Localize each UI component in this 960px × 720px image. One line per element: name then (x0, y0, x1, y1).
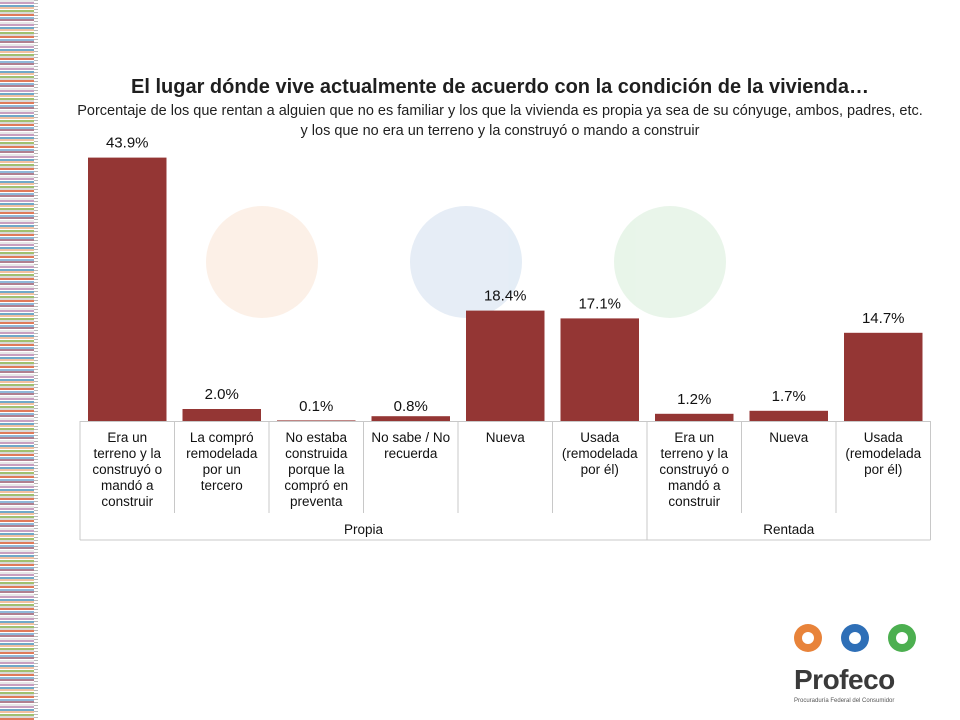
category-label-3: No estaba construida porque la compró en pre… (284, 430, 349, 509)
category-label-5: Nueva (485, 430, 525, 445)
profeco-logo: Profeco Procuraduría Federal del Consumi… (770, 618, 940, 708)
logo-figure-blue-icon (841, 624, 869, 652)
value-label-7: 1.2% (677, 391, 711, 408)
category-label-1: Era un terreno y la construyó o mandó a cons… (92, 430, 163, 509)
bar-8 (749, 410, 828, 421)
logo-figure-orange-icon (794, 624, 822, 652)
category-label-2: La compró remodelada por un tercero (186, 430, 258, 493)
bar-1 (88, 157, 167, 421)
group-label-propia: Propia (343, 522, 384, 537)
chart-subtitle-line1: Porcentaje de los que rentan a alguien q… (77, 103, 923, 119)
category-label-9: Usada (remodelada por él) (845, 430, 922, 477)
value-label-5: 18.4% (484, 288, 527, 305)
category-label-4: No sabe / No recuerda (371, 430, 451, 461)
category-label-7: Era un terreno y la construyó o mandó a cons… (659, 430, 730, 509)
value-label-3: 0.1% (299, 398, 333, 415)
logo-figure-green-icon (888, 624, 916, 652)
value-label-1: 43.9% (106, 135, 149, 152)
category-label-8: Nueva (769, 430, 809, 445)
chart-title: El lugar dónde vive actualmente de acuer… (131, 76, 869, 98)
value-label-8: 1.7% (772, 388, 806, 405)
value-label-6: 17.1% (578, 295, 621, 312)
logo-wordmark: Profeco (794, 664, 895, 695)
watermark-logo (206, 206, 726, 318)
bar-4 (371, 416, 450, 421)
left-decorative-stripes (0, 0, 38, 720)
bar-6 (560, 318, 639, 421)
group-label-rentada: Rentada (763, 522, 815, 537)
value-label-9: 14.7% (862, 310, 905, 327)
value-label-2: 2.0% (205, 386, 239, 403)
logo-tagline: Procuraduría Federal del Consumidor (794, 698, 895, 704)
bar-9 (844, 332, 923, 421)
value-label-4: 0.8% (394, 398, 428, 415)
bar-7 (655, 413, 734, 421)
chart-subtitle-line2: y los que no era un terreno y la constru… (300, 123, 700, 139)
bar-2 (182, 409, 261, 421)
category-label-6: Usada (remodelada por él) (561, 430, 638, 477)
bar-3 (277, 420, 356, 421)
bar-5 (466, 310, 545, 421)
